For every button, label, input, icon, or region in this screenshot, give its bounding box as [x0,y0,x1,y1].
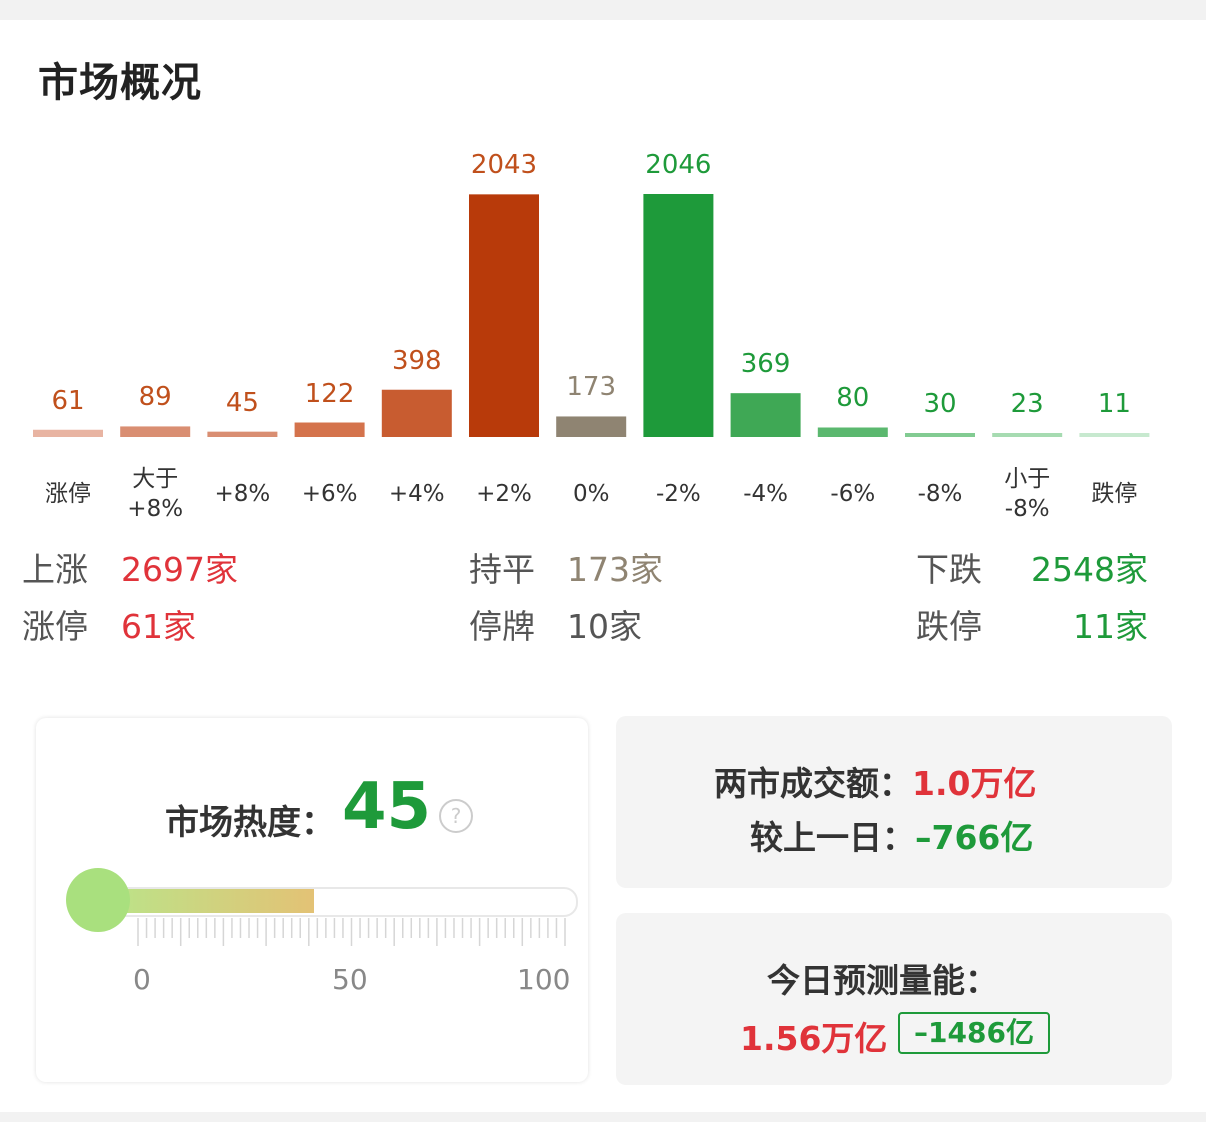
flat-label: 持平 [469,550,535,589]
heat-label: 市场热度： [165,803,335,843]
scale-label-max: 100 [517,963,571,996]
bar-5 [469,194,539,437]
bar-4 [381,389,452,437]
bar-2 [207,431,278,437]
category-label: +4% [388,481,445,507]
bar-0 [33,429,103,437]
category-label: 涨停 [45,481,91,507]
down-count: 2548家 [1031,550,1148,589]
bar-8 [730,393,801,437]
forecast-diff-badge: –1486亿 [898,1012,1050,1054]
bar-1 [120,426,191,437]
turnover-panel [616,716,1172,888]
turnover-compare-label: 较上一日： [750,818,915,857]
category-label: -8% [917,481,963,507]
bar-7 [643,194,714,437]
turnover-line: 两市成交额：1.0万亿 [714,757,1036,805]
help-icon[interactable]: ? [439,799,473,833]
heat-gauge-fill [98,889,315,913]
category-label: +2% [476,481,532,507]
bar-value-label: 369 [740,349,791,380]
bar-6 [556,416,627,437]
category-label: -4% [743,481,788,507]
forecast-label: 今日预测量能： [767,961,998,1000]
bar-value-label: 398 [391,345,442,376]
bar-value-label: 23 [1010,389,1044,419]
turnover-label: 两市成交额： [714,764,912,803]
bar-10 [905,433,975,437]
bar-9 [817,427,888,437]
page-title: 市场概况 [38,60,202,106]
category-label: -2% [655,481,701,507]
category-label: -6% [830,481,876,507]
flat-count: 173家 [567,550,663,589]
bar-value-label: 11 [1097,389,1131,419]
suspended-count: 10家 [567,607,642,646]
limit-down-label: 跌停 [916,607,982,646]
bar-12 [1079,433,1150,437]
bar-value-label: 80 [836,383,870,414]
turnover-compare-value: –766亿 [915,818,1034,857]
category-label: +6% [301,481,358,507]
limit-up-count: 61家 [121,607,196,646]
bar-value-label: 2043 [470,150,538,181]
bar-value-label: 45 [225,387,259,418]
bar-value-label: 30 [923,389,957,419]
scale-label-min: 0 [133,963,151,996]
limit-down-count: 11家 [1073,607,1148,646]
category-label: 大于 +8% [127,466,184,522]
distribution-bar-chart [33,194,1150,437]
category-label: 小于 -8% [1004,466,1051,522]
bar-value-label: 2046 [645,150,712,180]
scale-label-mid: 50 [332,963,368,996]
down-label: 下跌 [916,550,982,589]
bar-3 [294,422,365,437]
turnover-compare-line: 较上一日：–766亿 [750,811,1033,859]
limit-up-label: 涨停 [22,607,88,646]
forecast-value: 1.56万亿 [740,1019,888,1058]
bar-value-label: 89 [138,382,172,413]
forecast-panel [616,913,1172,1085]
bar-11 [992,433,1063,437]
bar-value-label: 122 [304,378,355,409]
heat-value: 45 [342,770,432,844]
bar-value-label: 61 [51,385,85,416]
heat-gauge-knob [66,868,130,932]
up-label: 上涨 [22,550,88,589]
bar-value-label: 173 [566,372,616,403]
category-label: 0% [572,481,610,507]
turnover-value: 1.0万亿 [912,764,1037,803]
up-count: 2697家 [121,550,238,589]
category-label: 跌停 [1091,481,1138,507]
suspended-label: 停牌 [469,607,535,646]
category-label: +8% [214,481,271,507]
